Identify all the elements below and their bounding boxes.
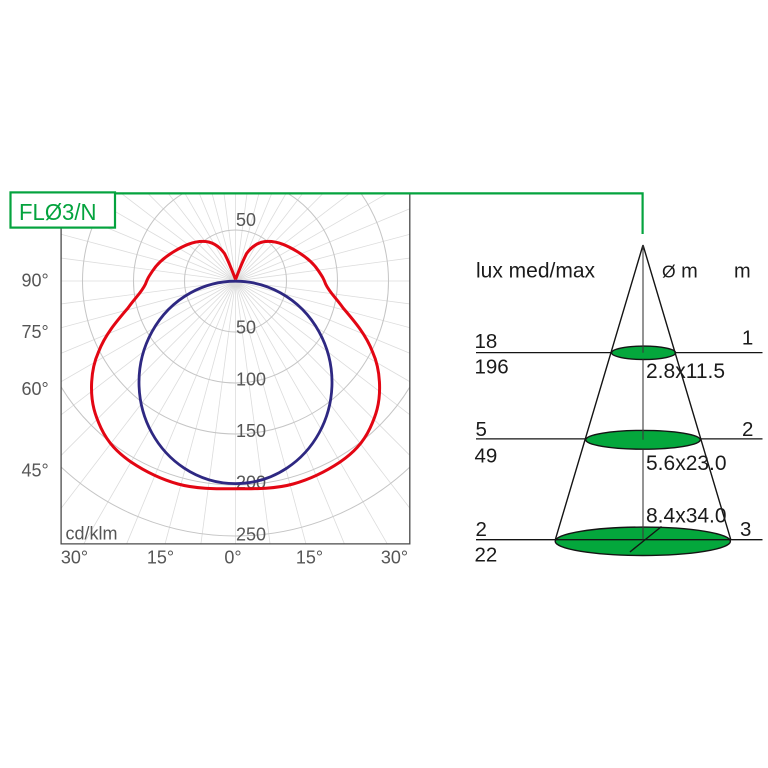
svg-text:45°: 45° [21, 461, 48, 481]
svg-text:2: 2 [476, 518, 487, 541]
svg-text:50: 50 [236, 210, 256, 230]
svg-text:22: 22 [475, 543, 498, 566]
svg-text:18: 18 [475, 330, 498, 353]
svg-text:15°: 15° [147, 548, 174, 568]
svg-text:cd/klm: cd/klm [66, 524, 118, 544]
svg-text:2.8x11.5: 2.8x11.5 [646, 360, 725, 383]
svg-text:15°: 15° [296, 548, 323, 568]
svg-text:196: 196 [475, 356, 509, 379]
svg-text:2: 2 [742, 418, 753, 441]
svg-text:30°: 30° [61, 548, 88, 568]
svg-text:5: 5 [476, 418, 487, 441]
svg-text:1: 1 [742, 327, 753, 350]
svg-text:30°: 30° [381, 548, 408, 568]
svg-text:250: 250 [236, 525, 266, 545]
svg-text:lux med/max: lux med/max [476, 260, 596, 283]
svg-text:8.4x34.0: 8.4x34.0 [646, 505, 727, 528]
svg-text:90°: 90° [21, 271, 48, 291]
svg-text:75°: 75° [21, 322, 48, 342]
svg-text:60°: 60° [21, 379, 48, 399]
svg-text:150: 150 [236, 421, 266, 441]
svg-text:FLØ3/N: FLØ3/N [19, 199, 97, 225]
svg-text:0°: 0° [224, 548, 241, 568]
svg-text:3: 3 [740, 518, 751, 541]
svg-text:49: 49 [475, 444, 498, 467]
svg-text:100: 100 [236, 370, 266, 390]
svg-text:m: m [734, 261, 751, 283]
svg-text:50: 50 [236, 317, 256, 337]
svg-text:Ø m: Ø m [662, 260, 698, 282]
svg-text:5.6x23.0: 5.6x23.0 [646, 452, 727, 475]
